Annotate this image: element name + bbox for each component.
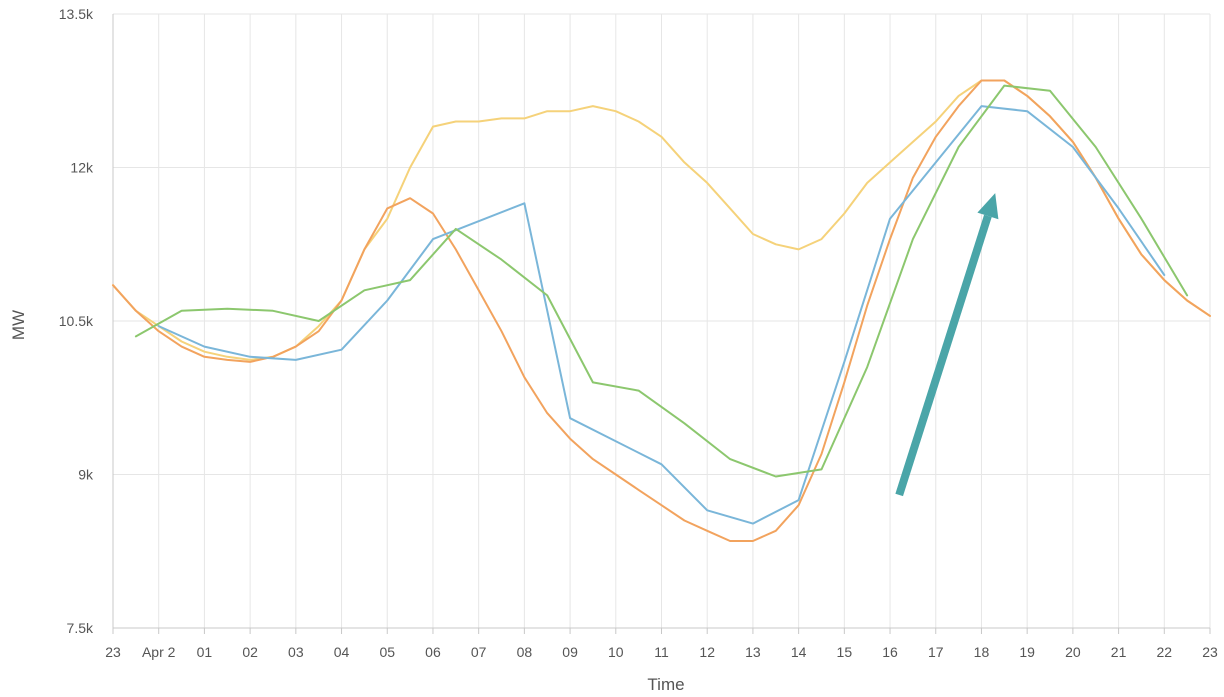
x-tick-label: 20	[1065, 644, 1081, 660]
x-tick-label: 05	[379, 644, 395, 660]
x-tick-label: 15	[837, 644, 853, 660]
x-tick-label: 22	[1157, 644, 1173, 660]
x-tick-label: 23	[105, 644, 121, 660]
x-tick-label: 11	[654, 644, 669, 660]
annotation-arrow-shaft	[895, 214, 992, 497]
x-tick-labels: 23 Apr 2 01 02 03 04 05 06 07 08 09 10 11 12 13 14 15 16 1…	[105, 644, 1218, 660]
x-tick-label: 13	[745, 644, 761, 660]
y-tick-label: 7.5k	[67, 620, 94, 636]
x-tick-label: Apr 2	[142, 644, 176, 660]
y-tick-label: 9k	[78, 467, 94, 483]
x-tick-label: 03	[288, 644, 304, 660]
x-tick-label: 18	[974, 644, 990, 660]
x-tick-label: 21	[1111, 644, 1127, 660]
annotation-arrow-head	[977, 193, 999, 220]
x-tick-label: 16	[882, 644, 898, 660]
x-tick-label: 08	[517, 644, 533, 660]
axes	[112, 14, 1211, 634]
y-axis-title: MW	[9, 310, 28, 340]
series-line-3	[157, 105, 1166, 525]
x-tick-label: 02	[242, 644, 258, 660]
x-tick-label: 12	[699, 644, 715, 660]
grid	[112, 13, 1211, 629]
x-tick-label: 09	[562, 644, 578, 660]
annotations	[895, 193, 999, 497]
y-tick-labels: 7.5k 9k 10.5k 12k 13.5k	[59, 6, 94, 636]
x-tick-label: 19	[1019, 644, 1035, 660]
x-tick-label: 17	[928, 644, 944, 660]
x-tick-label: 06	[425, 644, 441, 660]
x-tick-label: 14	[791, 644, 807, 660]
series-line-2	[112, 79, 1211, 542]
x-tick-label: 01	[197, 644, 213, 660]
series-line-4	[134, 84, 1189, 478]
x-tick-label: 04	[334, 644, 350, 660]
y-tick-label: 13.5k	[59, 6, 94, 22]
series-lines	[112, 79, 1211, 542]
y-tick-label: 12k	[70, 160, 94, 176]
x-tick-label: 23	[1202, 644, 1218, 660]
x-axis-title: Time	[647, 675, 684, 694]
x-tick-label: 07	[471, 644, 487, 660]
x-tick-label: 10	[608, 644, 624, 660]
y-tick-label: 10.5k	[59, 313, 94, 329]
